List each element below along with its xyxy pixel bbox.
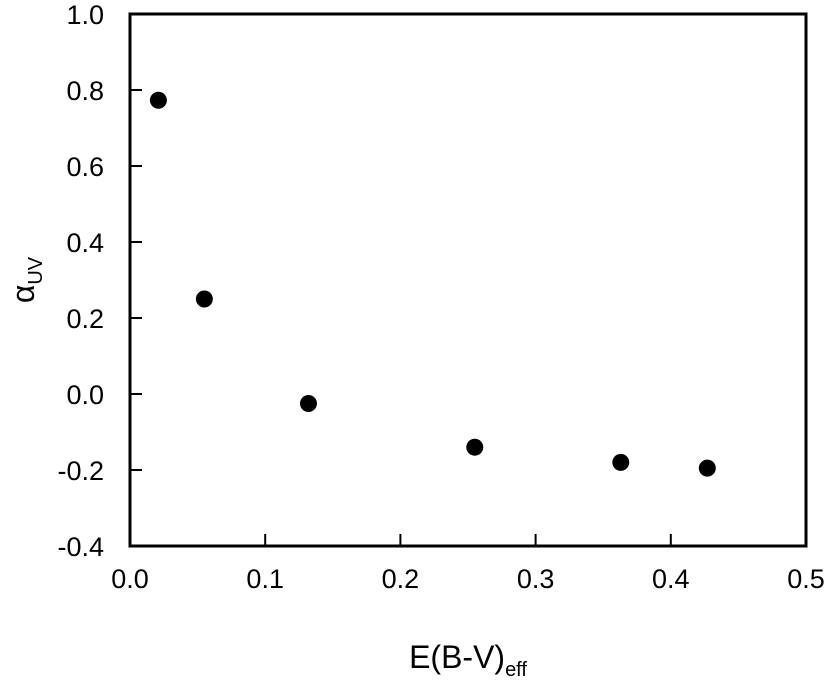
x-tick-label: 0.1 [246,564,284,594]
data-point [299,395,317,412]
y-tick-label: 0.4 [66,228,104,258]
y-tick-label: 0.8 [66,76,104,106]
y-tick-label: 1.0 [66,0,104,30]
data-point [195,290,213,308]
x-tick-label: 0.3 [517,564,555,594]
x-tick-label: 0.4 [652,564,690,594]
data-points [149,91,716,477]
data-point [149,91,167,109]
x-axis-ticks: 0.0 0.1 0.2 0.3 0.4 0.5 [111,534,825,594]
y-tick-label: -0.4 [57,532,104,562]
data-point [612,453,630,471]
y-tick-label: 0.0 [66,380,104,410]
data-point [466,438,484,456]
y-tick-label: 0.2 [66,304,104,334]
y-tick-label: 0.6 [66,152,104,182]
y-axis-label: αUV [5,256,47,303]
plot-frame [128,12,808,548]
y-axis-ticks: -0.4 -0.2 0.0 0.2 0.4 0.6 0.8 1.0 [57,0,142,562]
x-tick-label: 0.2 [382,564,420,594]
x-axis-label: E(B-V)eff [409,639,527,680]
x-tick-label: 0.0 [111,564,149,594]
y-tick-label: -0.2 [57,456,104,486]
data-point [698,459,716,477]
x-tick-label: 0.5 [787,564,825,594]
